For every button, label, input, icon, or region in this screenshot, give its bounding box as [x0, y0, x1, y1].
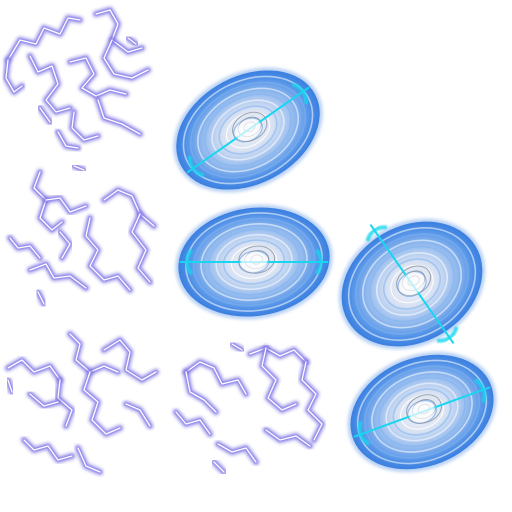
vortex-frame-4	[347, 351, 497, 473]
lightning-frame-3	[4, 330, 160, 476]
vortex-frame-1	[173, 67, 323, 193]
lightning-frame-4	[172, 340, 326, 476]
lightning-frame-2	[6, 162, 158, 308]
vortex-frame-2	[175, 204, 333, 320]
vortex-frame-3	[338, 218, 486, 350]
lightning-frame-1	[2, 6, 152, 152]
